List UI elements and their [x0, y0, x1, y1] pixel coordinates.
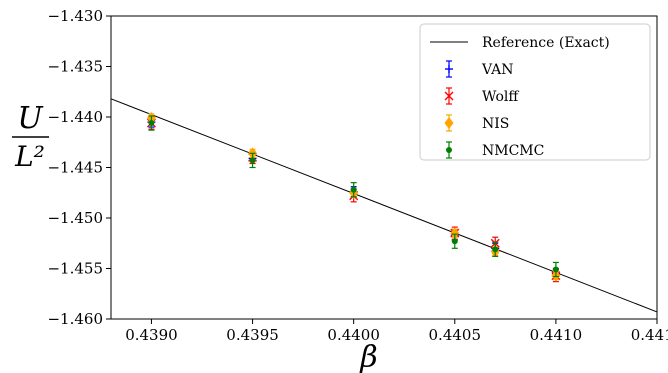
x-tick-label: 0.4405 — [429, 326, 482, 344]
legend: Reference (Exact) VAN Wolff NIS NMCMC — [419, 23, 651, 161]
legend-box — [419, 23, 651, 161]
legend-label: NMCMC — [482, 143, 544, 159]
legend-label: VAN — [481, 62, 514, 78]
data-point — [451, 238, 458, 245]
legend-entry-wolff: Wolff — [444, 87, 519, 105]
legend-marker — [444, 117, 454, 129]
legend-label-reference: Reference (Exact) — [482, 35, 610, 51]
data-point — [249, 157, 256, 164]
reference-line — [110, 98, 658, 313]
y-tick-label: −1.440 — [47, 108, 103, 126]
y-tick-label: −1.445 — [47, 159, 103, 177]
x-tick-label: 0.4395 — [226, 326, 279, 344]
y-axis-label-denominator: L² — [14, 140, 45, 173]
x-tick-label: 0.4410 — [530, 326, 583, 344]
data-point — [450, 227, 460, 240]
legend-label: Wolff — [482, 89, 519, 105]
axes-frame — [110, 15, 658, 320]
y-tick-label: −1.455 — [47, 260, 103, 278]
y-tick-label: −1.450 — [47, 209, 103, 227]
data-point — [148, 120, 155, 127]
legend-entry-nis: NIS — [444, 114, 509, 132]
plot-area — [110, 98, 658, 313]
data-point — [552, 266, 559, 273]
series-nmcmc — [148, 115, 559, 278]
legend-label: NIS — [482, 116, 509, 132]
legend-entry-nmcmc: NMCMC — [446, 141, 544, 159]
x-tick-label: 0.4400 — [327, 326, 380, 344]
x-axis-label: β — [359, 340, 377, 373]
y-tick-label: −1.430 — [47, 7, 103, 25]
data-point — [350, 186, 357, 193]
y-axis-label: U L² — [12, 101, 49, 173]
legend-entry-van: VAN — [445, 60, 514, 78]
data-point — [492, 246, 499, 253]
x-axis-ticks: 0.4390 0.4395 0.4400 0.4405 0.4410 0.4415 — [125, 319, 668, 344]
y-tick-label: −1.460 — [47, 310, 103, 328]
legend-marker — [446, 147, 452, 153]
y-axis-label-numerator: U — [17, 101, 44, 136]
legend-marker-b — [444, 91, 454, 101]
y-tick-label: −1.435 — [47, 58, 103, 76]
y-axis-ticks: −1.430 −1.435 −1.440 −1.445 −1.450 −1.455 −1.4… — [47, 7, 111, 328]
x-tick-label: 0.4415 — [631, 326, 668, 344]
x-tick-label: 0.4390 — [125, 326, 178, 344]
